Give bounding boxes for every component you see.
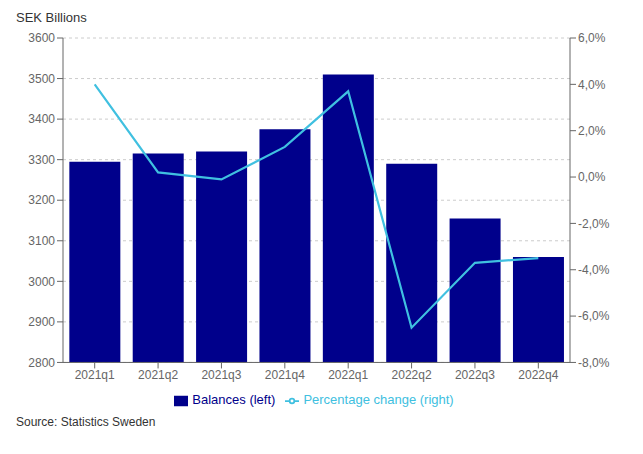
svg-text:-2,0%: -2,0%	[578, 217, 610, 231]
svg-text:2021q2: 2021q2	[138, 368, 178, 382]
svg-text:6,0%: 6,0%	[578, 31, 606, 45]
svg-text:3500: 3500	[28, 72, 55, 86]
svg-text:2021q3: 2021q3	[201, 368, 241, 382]
svg-text:2900: 2900	[28, 315, 55, 329]
svg-text:2,0%: 2,0%	[578, 124, 606, 138]
html-text:Source: Statistics Sweden: Source: Statistics Sweden	[16, 415, 156, 429]
svg-text:3200: 3200	[28, 193, 55, 207]
svg-text:3100: 3100	[28, 234, 55, 248]
svg-text:2800: 2800	[28, 356, 55, 370]
svg-text:3600: 3600	[28, 31, 55, 45]
svg-text:2022q2: 2022q2	[392, 368, 432, 382]
svg-text:4,0%: 4,0%	[578, 78, 606, 92]
html-text:SEK Billions: SEK Billions	[16, 10, 87, 25]
svg-text:3000: 3000	[28, 275, 55, 289]
svg-text:3300: 3300	[28, 153, 55, 167]
svg-text:-8,0%: -8,0%	[578, 356, 610, 370]
svg-text:2022q3: 2022q3	[455, 368, 495, 382]
svg-text:2022q4: 2022q4	[518, 368, 558, 382]
svg-text:3400: 3400	[28, 112, 55, 126]
svg-text:2022q1: 2022q1	[328, 368, 368, 382]
html-text:Percentage change (right): Percentage change (right)	[303, 392, 454, 408]
html-text:Balances (left): Balances (left)	[192, 392, 276, 408]
svg-text:-4,0%: -4,0%	[578, 263, 610, 277]
svg-text:2021q1: 2021q1	[75, 368, 115, 382]
svg-text:0,0%: 0,0%	[578, 170, 606, 184]
svg-text:2021q4: 2021q4	[265, 368, 305, 382]
svg-text:-6,0%: -6,0%	[578, 309, 610, 323]
